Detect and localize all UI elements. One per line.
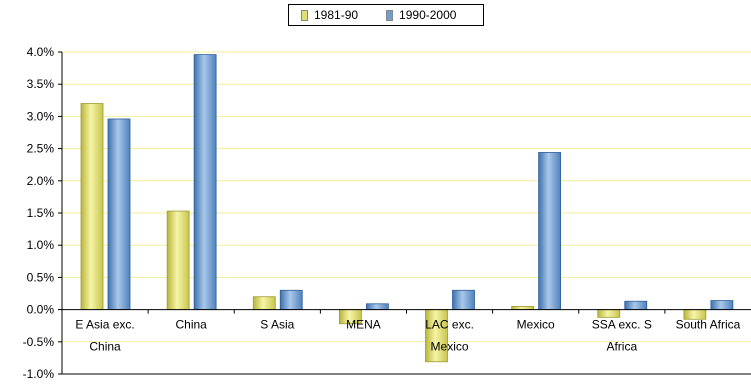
bars [80,54,734,363]
bar-series-2 [538,152,562,311]
y-axis: -1.0% -0.5% 0.0% 0.5% 1.0% 1.5% 2.0% 2.5% 3.0% 3.… [23,45,751,381]
legend: 1981-90 1990-2000 [288,4,484,26]
category-label: SSA exc. S [592,318,652,332]
bar-series-1 [252,296,276,311]
category-label: S Asia [260,318,294,332]
category-label: Mexico [431,340,469,354]
gridlines [62,51,751,343]
category-label: MENA [346,318,381,332]
y-tick-label: -0.5% [23,335,55,349]
y-tick-label: 3.5% [27,77,55,91]
category-label: South Africa [676,318,741,332]
bar-series-2 [107,118,131,310]
legend-swatch-series-1 [301,9,308,21]
y-tick-label: 1.0% [27,238,55,252]
y-tick-label: 3.0% [27,109,55,123]
bar-series-2 [710,300,734,311]
y-tick-label: 2.5% [27,142,55,156]
y-tick-label: 2.0% [27,174,55,188]
legend-swatch-series-2 [386,9,394,21]
bar-series-1 [166,210,190,310]
legend-item-series-1: 1981-90 [301,8,358,22]
y-tick-label: 0.5% [27,270,55,284]
x-axis-labels: E Asia exc. China China S Asia MENA LAC exc. M… [61,309,751,354]
category-label: Mexico [517,318,555,332]
bar-series-2 [452,289,475,310]
y-tick-label: 4.0% [27,45,55,59]
legend-item-series-2: 1990-2000 [386,8,456,22]
category-label: China [89,340,121,354]
bar-series-2 [365,303,389,310]
bar-series-2 [624,300,648,310]
category-label: Africa [606,340,637,354]
y-tick-label: 1.5% [27,206,55,220]
category-label: E Asia exc. [75,318,134,332]
legend-label-series-1: 1981-90 [314,8,359,22]
bar-series-2 [279,289,303,310]
y-tick-label: 0.0% [27,303,55,317]
legend-label-series-2: 1990-2000 [399,8,457,22]
category-label: China [176,318,208,332]
bar-series-1 [597,309,621,318]
bar-series-2 [193,54,217,311]
y-tick-label: -1.0% [23,367,55,381]
bar-series-1 [80,103,104,310]
category-label: LAC exc. [425,318,474,332]
